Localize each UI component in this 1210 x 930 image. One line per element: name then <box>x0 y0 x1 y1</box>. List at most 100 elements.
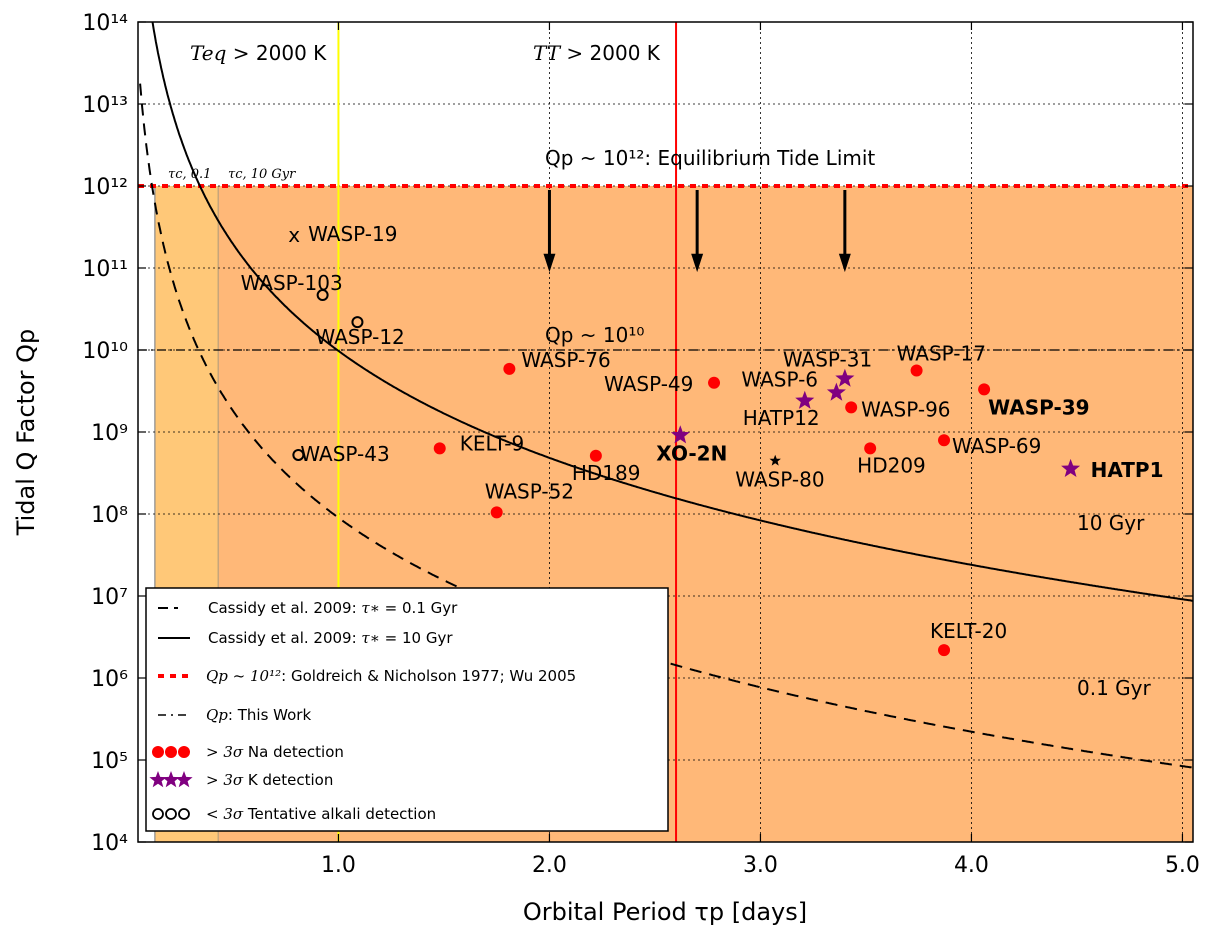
y-tick-label: 10¹² <box>82 175 128 200</box>
marker-na <box>910 364 923 377</box>
point-label: WASP-96 <box>861 397 950 421</box>
legend-item-k-detection: > 3σ K detection <box>149 771 333 789</box>
point-kelt-9: KELT-9 <box>433 431 524 455</box>
down-arrows <box>543 190 851 273</box>
legend-swatch-na <box>152 746 164 758</box>
point-kelt-20: KELT-20 <box>930 619 1007 657</box>
marker-na <box>503 362 516 375</box>
tau01-label: τc, 0.1 <box>168 167 211 182</box>
point-wasp-103: WASP-103 <box>241 271 343 302</box>
down-arrow-head <box>838 253 851 273</box>
point-wasp-43: WASP-43 <box>292 442 390 466</box>
legend-swatch-tentative <box>165 808 177 820</box>
y-tick-label: 10¹⁴ <box>82 11 128 36</box>
point-label: WASP-39 <box>988 395 1089 419</box>
annotations: Teq > 2000 K TT > 2000 K Qp ~ 10¹²: Equili… <box>168 41 1151 700</box>
point-hatp12: HATP12 <box>743 390 820 430</box>
marker-na <box>938 434 951 447</box>
point-wasp-31: WASP-31 <box>783 348 872 387</box>
point-wasp-49: WASP-49 <box>604 372 721 396</box>
y-tick-label: 10⁷ <box>91 585 128 610</box>
legend-label: Qp: This Work <box>206 706 311 724</box>
point-hd209: HD209 <box>857 442 926 477</box>
y-tick-label: 10⁸ <box>91 503 128 528</box>
teq-label: Teq > 2000 K <box>190 41 327 65</box>
point-label: WASP-19 <box>308 222 397 246</box>
down-arrow-head <box>543 253 556 273</box>
marker-na <box>864 442 877 455</box>
point-label: HD209 <box>857 453 926 477</box>
tt-label: TT > 2000 K <box>533 41 661 65</box>
x-tick-label: 2.0 <box>532 853 567 878</box>
marker-na <box>978 383 991 396</box>
legend-box <box>145 587 669 832</box>
cassidy-curves <box>139 22 1193 769</box>
point-wasp-17: WASP-17 <box>897 342 986 377</box>
point-label: WASP-17 <box>897 342 986 366</box>
y-tick-label: 10⁵ <box>91 749 128 774</box>
equilibrium-tide-label: Qp ~ 10¹²: Equilibrium Tide Limit <box>545 146 875 170</box>
point-wasp-12: WASP-12 <box>315 316 405 349</box>
y-tick-label: 10¹¹ <box>82 257 128 282</box>
legend-label: > 3σ K detection <box>206 771 333 789</box>
marker-na <box>490 506 503 519</box>
y-axis-title: Tidal Q Factor Qp <box>12 329 40 537</box>
marker-na <box>708 376 721 389</box>
down-arrow-head <box>691 253 704 273</box>
data-points: x WASP-19 WASP-103 WASP-12 WASP-43 WASP-76 KEL… <box>241 222 1164 657</box>
this-work-label: Qp ~ 10¹⁰ <box>545 323 644 347</box>
cassidy-01-gyr-curve <box>139 83 1193 769</box>
point-label: WASP-31 <box>783 348 872 372</box>
point-label: WASP-49 <box>604 372 693 396</box>
ten-gyr-label: 10 Gyr <box>1077 511 1145 535</box>
point-wasp-52: WASP-52 <box>485 479 574 519</box>
point-label: WASP-43 <box>300 442 389 466</box>
legend-swatch-na <box>178 746 190 758</box>
point-label: HATP12 <box>743 406 820 430</box>
point-label: WASP-69 <box>952 434 1041 458</box>
marker-na <box>845 401 858 414</box>
x-tick-label: 5.0 <box>1165 853 1200 878</box>
point-label: WASP-6 <box>741 368 818 392</box>
legend-swatch-k <box>149 771 167 788</box>
ticks: 1.0 2.0 3.0 4.0 5.0 10⁴ 10⁵ 10⁶ 10⁷ 10⁸ 10⁹ 10¹⁰ 10¹… <box>82 11 1200 878</box>
marker-circle-open <box>351 316 364 329</box>
legend-label: Cassidy et al. 2009: τ∗ = 10 Gyr <box>208 629 453 647</box>
x-tick-label: 1.0 <box>321 853 356 878</box>
y-tick-label: 10⁶ <box>91 667 128 692</box>
marker-k <box>1061 458 1081 477</box>
y-tick-label: 10¹³ <box>82 93 128 118</box>
legend-swatch-k <box>162 771 180 788</box>
legend-label: < 3σ Tentative alkali detection <box>206 805 436 823</box>
legend: Cassidy et al. 2009: τ∗ = 0.1 Gyr Cassidy… <box>145 587 669 832</box>
marker-na <box>589 449 602 462</box>
point-label: WASP-103 <box>241 271 343 295</box>
x-axis-title: Orbital Period τp [days] <box>523 898 807 926</box>
legend-label: Qp ~ 10¹²: Goldreich & Nicholson 1977; W… <box>206 667 576 685</box>
legend-swatch-tentative <box>152 808 164 820</box>
marker-k <box>835 368 855 387</box>
marker-circle-open <box>316 289 329 302</box>
legend-item-cassidy-10: Cassidy et al. 2009: τ∗ = 10 Gyr <box>158 629 453 647</box>
legend-item-this-work: Qp: This Work <box>158 706 311 724</box>
point-wasp-76: WASP-76 <box>503 348 611 375</box>
tau10-label: τc, 10 Gyr <box>228 167 296 182</box>
legend-item-cassidy-01: Cassidy et al. 2009: τ∗ = 0.1 Gyr <box>158 599 458 617</box>
marker-k <box>795 390 815 409</box>
point-wasp-19: x WASP-19 <box>288 222 397 247</box>
point-label: WASP-76 <box>521 348 610 372</box>
legend-swatch-k <box>175 771 193 788</box>
point-wasp-96: WASP-96 <box>845 397 951 421</box>
marker-x: x <box>288 223 300 247</box>
marker-k <box>670 425 690 444</box>
legend-label: Cassidy et al. 2009: τ∗ = 0.1 Gyr <box>208 599 458 617</box>
point-hatp1: HATP1 <box>1061 458 1164 482</box>
point-wasp-6: WASP-6 <box>741 368 846 401</box>
point-hd189: HD189 <box>572 449 640 485</box>
marker-na <box>433 442 446 455</box>
legend-item-na-detection: > 3σ Na detection <box>152 743 344 761</box>
y-tick-label: 10⁹ <box>91 421 128 446</box>
point-label: KELT-9 <box>460 431 524 455</box>
point-wasp-39: WASP-39 <box>978 383 1090 419</box>
